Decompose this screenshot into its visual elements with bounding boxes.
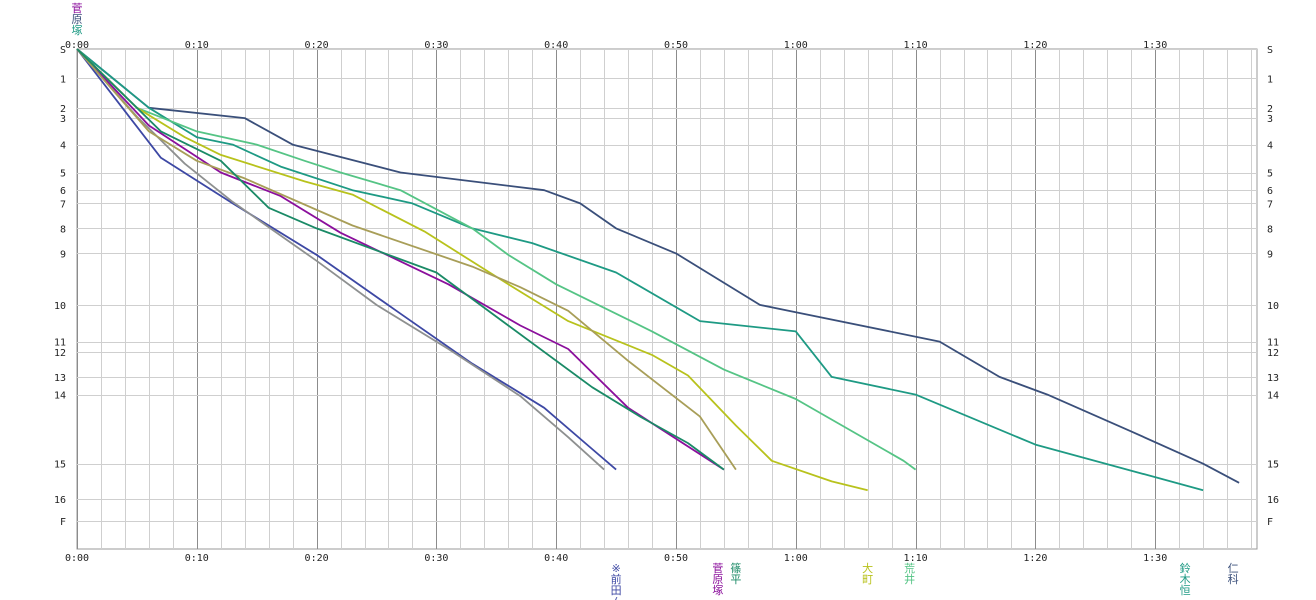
- y-tick-label-left: 12: [54, 348, 66, 359]
- y-tick-label-left: 15: [54, 460, 66, 471]
- y-tick-label-right: 7: [1267, 199, 1273, 210]
- y-tick-label-left: 9: [60, 249, 66, 260]
- y-tick-label-right: 9: [1267, 249, 1273, 260]
- y-tick-label-right: 6: [1267, 186, 1273, 197]
- x-tick-label-bottom: 1:20: [1023, 553, 1047, 564]
- y-tick-label-right: 16: [1267, 495, 1279, 506]
- y-tick-label-right: 8: [1267, 224, 1273, 235]
- end-label-char: 仁: [1228, 562, 1239, 575]
- end-label-char: 荒: [904, 562, 915, 575]
- y-tick-label-right: 5: [1267, 169, 1273, 180]
- end-label-char: 町: [862, 573, 873, 586]
- y-tick-label-right: 4: [1267, 141, 1273, 152]
- x-tick-label-top: 1:30: [1143, 40, 1167, 51]
- y-tick-label-left: 7: [60, 199, 66, 210]
- y-tick-label-left: 5: [60, 169, 66, 180]
- x-tick-label-bottom: 0:00: [65, 553, 89, 564]
- grid: [76, 48, 1258, 550]
- x-tick-label-top: 0:30: [424, 40, 448, 51]
- y-tick-label-right: 11: [1267, 338, 1279, 349]
- y-tick-label-left: 14: [54, 391, 66, 402]
- x-tick-label-bottom: 0:40: [544, 553, 568, 564]
- y-tick-label-left: F: [60, 517, 66, 528]
- end-label-char: 菅: [712, 562, 723, 575]
- end-label-char: 塚: [712, 584, 723, 597]
- y-tick-label-right: 1: [1267, 74, 1273, 85]
- x-tick-label-bottom: 0:30: [424, 553, 448, 564]
- end-label-char: 田: [611, 584, 622, 597]
- y-tick-label-right: 13: [1267, 373, 1279, 384]
- series-line: [76, 48, 868, 492]
- x-tick-label-top: 1:20: [1023, 40, 1047, 51]
- end-label-char: 鈴: [1180, 561, 1191, 575]
- x-tick-label-top: 0:00: [65, 40, 89, 51]
- end-label-char: 大: [862, 561, 873, 575]
- y-tick-label-left: 13: [54, 373, 66, 384]
- x-tick-label-top: 0:20: [305, 40, 329, 51]
- x-tick-label-bottom: 1:30: [1143, 553, 1167, 564]
- x-tick-label-bottom: 0:10: [185, 553, 209, 564]
- end-label-char: 篠: [730, 561, 741, 575]
- y-tick-label-right: 2: [1267, 104, 1273, 115]
- x-tick-label-bottom: 0:50: [664, 553, 688, 564]
- end-label-char: 前: [611, 572, 622, 586]
- axes: 0:00 0:00 0:10 0:10 0:20 0:20 0:30 0:30 0:40 0:40…: [54, 40, 1279, 564]
- series-line: [76, 48, 737, 471]
- series-line: [76, 48, 605, 471]
- y-tick-label-left: 10: [54, 301, 66, 312]
- end-label-char: 科: [1228, 572, 1239, 586]
- series-line: [76, 48, 1204, 492]
- y-tick-label-left: 6: [60, 186, 66, 197]
- y-tick-label-left: 3: [60, 114, 66, 125]
- x-tick-label-bottom: 1:10: [904, 553, 928, 564]
- end-label-char: 平: [730, 573, 741, 586]
- series-line: [76, 48, 1240, 484]
- start-label-char: 菅: [72, 2, 83, 15]
- x-tick-label-bottom: 0:20: [305, 553, 329, 564]
- y-tick-label-left: 2: [60, 104, 66, 115]
- y-tick-label-left: 1: [60, 74, 66, 85]
- start-label-char: 塚: [72, 24, 83, 37]
- y-tick-label-left: 16: [54, 495, 66, 506]
- y-tick-label-right: S: [1267, 45, 1273, 56]
- start-label-char: 原: [72, 13, 83, 26]
- y-tick-label-right: 10: [1267, 301, 1279, 312]
- y-tick-label-left: S: [60, 45, 66, 56]
- y-tick-label-right: 12: [1267, 348, 1279, 359]
- end-label-char: 木: [1180, 573, 1191, 586]
- series-line: [76, 48, 617, 471]
- y-tick-label-left: 8: [60, 224, 66, 235]
- y-tick-label-left: 11: [54, 338, 66, 349]
- end-label-char: 原: [712, 573, 723, 586]
- y-tick-label-left: 4: [60, 141, 66, 152]
- end-label-char: ※: [611, 562, 620, 575]
- end-label-char: 恒: [1180, 584, 1191, 597]
- end-label-char: (: [614, 595, 618, 600]
- x-tick-label-bottom: 1:00: [784, 553, 808, 564]
- end-label-char: 井: [904, 572, 915, 586]
- series-line: [76, 48, 725, 471]
- series-line: [76, 48, 725, 471]
- y-tick-label-right: 3: [1267, 114, 1273, 125]
- series-line: [76, 48, 917, 471]
- x-tick-label-top: 0:10: [185, 40, 209, 51]
- y-tick-label-right: 15: [1267, 460, 1279, 471]
- x-tick-label-top: 0:40: [544, 40, 568, 51]
- y-tick-label-right: 14: [1267, 391, 1279, 402]
- series-group: [76, 48, 1240, 492]
- x-tick-label-top: 0:50: [664, 40, 688, 51]
- y-tick-label-right: F: [1267, 517, 1273, 528]
- x-tick-label-top: 1:10: [904, 40, 928, 51]
- x-tick-label-top: 1:00: [784, 40, 808, 51]
